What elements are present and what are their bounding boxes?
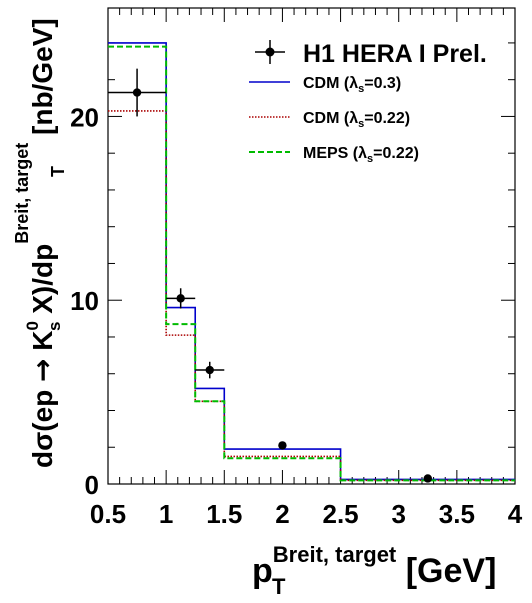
x-tick-label: 0.5 — [90, 499, 126, 529]
y-label-subs: s — [45, 322, 64, 331]
data-point — [423, 474, 432, 483]
data-point — [176, 294, 185, 303]
svg-text:dσ(ep → K0s X)/dpBreit, target: dσ(ep → K0 s X)/dpBreit, target [nb/GeV] — [12, 18, 64, 468]
x-tick-label: 4 — [508, 499, 523, 529]
y-tick-label: 20 — [70, 102, 99, 132]
legend-label-series-2: CDM (λs=0.22) — [303, 110, 410, 130]
x-axis-label: pBreit, target [GeV] — [252, 542, 496, 590]
y-label-supBT: Breit, target — [12, 143, 32, 244]
legend-data-label: H1 HERA I Prel. — [303, 40, 487, 68]
x-tick-label: 1 — [159, 499, 173, 529]
y-label-sup0: 0 — [23, 321, 42, 330]
legend-data-marker — [265, 47, 275, 57]
x-label-sup: Breit, target — [273, 542, 397, 567]
plot-frame — [107, 7, 516, 485]
y-label-p3: X)/dp — [27, 244, 58, 322]
data-point — [205, 365, 214, 375]
y-label-unit: [nb/GeV] — [27, 18, 58, 142]
x-tick-label: 3.5 — [439, 499, 475, 529]
axis-ticks — [107, 8, 516, 485]
y-tick-label: 0 — [85, 470, 99, 500]
x-tick-label: 3 — [391, 499, 405, 529]
x-tick-label: 2 — [275, 499, 289, 529]
x-label-sub: T — [272, 574, 286, 599]
legend-label-series-1: CDM (λs=0.3) — [303, 75, 401, 95]
y-label-subT: T — [48, 166, 68, 177]
x-tick-label: 1.5 — [206, 499, 242, 529]
model-histograms — [108, 42, 515, 482]
y-label-p2: K — [27, 330, 58, 358]
x-label-main: p — [252, 552, 273, 590]
y-tick-label: 10 — [70, 286, 99, 316]
x-tick-label: 2.5 — [322, 499, 358, 529]
legend-label-series-3: MEPS (λs=0.22) — [303, 145, 419, 165]
y-label-p1: dσ(ep — [27, 382, 58, 468]
data-points — [108, 68, 432, 483]
legend: H1 HERA I Prel. CDM (λs=0.3) CDM (λs=0.22)… — [249, 40, 487, 165]
y-axis-label: dσ(ep → K0 s X)/dpBreit, target [nb/GeV] … — [12, 18, 68, 468]
tick-labels: 0.5 1 1.5 2 2.5 3 3.5 4 0 10 20 — [70, 102, 523, 529]
x-label-unit: [GeV] — [396, 552, 496, 590]
data-point — [132, 88, 142, 97]
y-label-arrow: → — [26, 358, 59, 381]
data-point — [278, 441, 287, 450]
